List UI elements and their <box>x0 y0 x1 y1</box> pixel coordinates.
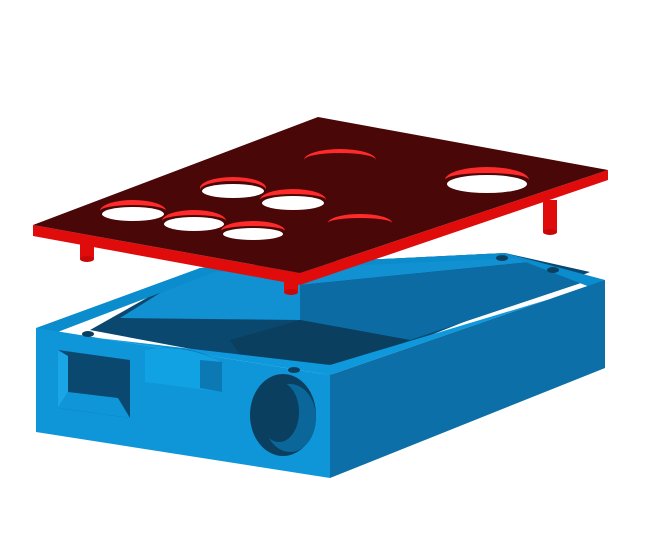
screw-hole <box>547 267 559 273</box>
lid-hole <box>304 149 376 171</box>
screw-hole <box>496 255 508 261</box>
lid-holes <box>100 149 529 241</box>
screw-hole <box>82 331 94 337</box>
box-right-face <box>330 280 605 478</box>
lid-pin <box>543 200 557 232</box>
lid-edge <box>33 170 608 285</box>
enclosure-lid <box>33 117 608 285</box>
box-inner-right-wall <box>300 262 590 340</box>
screw-hole <box>288 367 300 373</box>
rectangular-port-side <box>58 350 68 408</box>
lid-pin <box>80 256 94 262</box>
box-rim-left <box>36 268 215 333</box>
shelf-tab <box>145 347 228 392</box>
round-port <box>250 374 316 456</box>
lid-pin <box>543 229 557 235</box>
rectangular-port-floor <box>58 392 130 418</box>
lid-pin <box>284 289 298 295</box>
